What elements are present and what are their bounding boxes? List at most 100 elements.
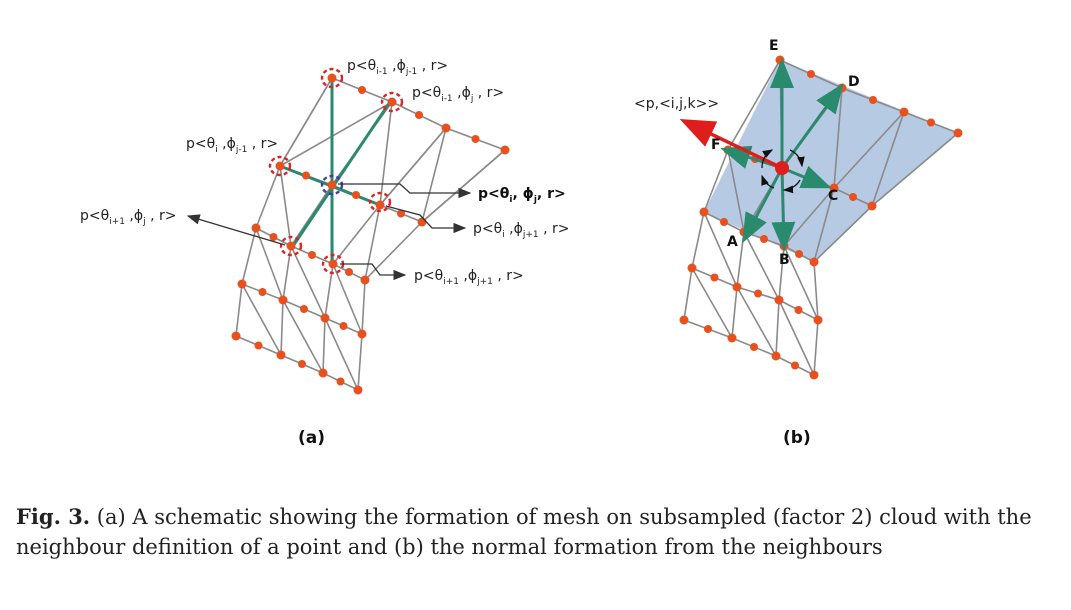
mesh-edge: [379, 127, 447, 206]
mesh-edge: [361, 279, 366, 335]
mesh-point: [357, 329, 367, 339]
tangent-plane: [704, 60, 958, 262]
figure-caption: Fig. 3. (a) A schematic showing the form…: [16, 502, 1056, 562]
mesh-point: [750, 343, 758, 351]
mesh-point: [308, 251, 316, 259]
mesh-edge: [290, 245, 326, 319]
mesh-point: [771, 351, 781, 361]
mesh-edge: [241, 283, 282, 356]
label-p-i-1-j-1: p<θi-1 ,ϕj-1 , r>: [347, 58, 448, 77]
vertex-label-c: C: [828, 188, 838, 204]
mesh-point: [727, 333, 737, 343]
mesh-point: [807, 70, 815, 78]
mesh-point: [353, 385, 363, 395]
mesh-point: [699, 207, 709, 217]
mesh-edge: [833, 111, 905, 189]
mesh-point: [500, 145, 510, 155]
mesh-edge: [871, 111, 905, 207]
mesh-point: [320, 313, 330, 323]
mesh-point: [275, 161, 285, 171]
caption-figure-number: Fig. 3.: [16, 504, 91, 529]
mesh-edge: [783, 245, 819, 321]
mesh-edge: [736, 231, 745, 288]
mesh-point: [869, 96, 877, 104]
label-p-i-1-j: p<θi-1 ,ϕj , r>: [412, 85, 504, 104]
mesh-edge: [691, 211, 705, 269]
panel-b-neighbour-vectors: [720, 58, 844, 252]
mesh-edge: [282, 299, 324, 374]
label-p-i-j: p<θi, ϕj, r>: [478, 186, 566, 205]
mesh-edge: [255, 165, 281, 229]
mesh-point: [809, 257, 819, 267]
mesh-edge: [280, 299, 284, 356]
mesh-edge: [364, 221, 423, 281]
center-point: [775, 161, 789, 175]
mesh-point: [849, 193, 857, 201]
normal-vector: [679, 118, 783, 170]
mesh-point: [278, 295, 288, 305]
mesh-edge: [778, 299, 815, 376]
mesh-point: [336, 377, 345, 386]
mesh-edge: [421, 127, 447, 223]
mesh-point: [710, 273, 719, 282]
mesh-point: [774, 295, 784, 305]
mesh-point: [254, 341, 263, 350]
mesh-point: [276, 350, 286, 360]
mesh-point: [360, 275, 370, 285]
panel-a-mesh: p<θi-1 ,ϕj-1 , r> p<θi-1 ,ϕj , r> p<θi ,…: [80, 58, 569, 448]
mesh-edge: [322, 317, 326, 374]
mesh-point: [318, 368, 328, 378]
panel-a-mesh-lines: [235, 77, 506, 391]
mesh-edge: [332, 204, 381, 265]
mesh-point: [298, 360, 306, 368]
mesh-edge: [778, 245, 785, 301]
mesh-edge: [683, 267, 693, 321]
panel-a-label: (a): [298, 428, 325, 448]
vertex-label-d: D: [848, 74, 860, 90]
mesh-edge: [703, 211, 738, 288]
mesh-edge: [279, 165, 292, 247]
mesh-point: [358, 86, 366, 94]
mesh-point: [328, 259, 338, 269]
mesh-edge: [813, 261, 819, 321]
mesh-point: [258, 288, 267, 296]
mesh-edge: [357, 333, 363, 391]
mesh-edge: [290, 184, 333, 247]
mesh-point: [251, 223, 261, 233]
mesh-point: [327, 180, 337, 190]
mesh-edge: [813, 319, 819, 376]
mesh-edge: [364, 204, 381, 281]
panel-a-points: [231, 73, 510, 395]
figure-diagram: p<θi-1 ,ϕj-1 , r> p<θi-1 ,ϕj , r> p<θi ,…: [80, 38, 963, 448]
mesh-point: [760, 235, 768, 243]
mesh-edge: [255, 227, 284, 301]
vertex-label-a: A: [727, 234, 738, 250]
mesh-point: [794, 306, 803, 314]
label-p-i+1-j+1: p<θi+1 ,ϕj+1 , r>: [414, 268, 524, 287]
mesh-point: [352, 191, 360, 199]
mesh-point: [867, 201, 877, 211]
mesh-edge: [324, 317, 359, 391]
vertex-label-b: B: [779, 252, 790, 268]
vertex-label-e: E: [769, 38, 779, 54]
mesh-point: [775, 55, 785, 65]
mesh-point: [809, 370, 819, 380]
panel-a-leader-arrows: [186, 183, 472, 281]
mesh-point: [471, 135, 480, 143]
mesh-point: [417, 217, 427, 227]
mesh-point: [231, 331, 241, 341]
mesh-edge: [731, 286, 738, 339]
mesh-edge: [332, 263, 363, 335]
mesh-point: [953, 128, 963, 138]
mesh-point: [286, 241, 296, 251]
mesh-point: [397, 209, 405, 218]
mesh-point: [375, 200, 385, 210]
mesh-point: [387, 97, 397, 107]
mesh-point: [829, 183, 839, 193]
mesh-point: [327, 73, 337, 83]
mesh-edge: [691, 267, 733, 339]
mesh-point: [732, 282, 742, 292]
mesh-edge: [279, 101, 393, 167]
mesh-point: [269, 233, 278, 241]
mesh-point: [754, 289, 762, 298]
